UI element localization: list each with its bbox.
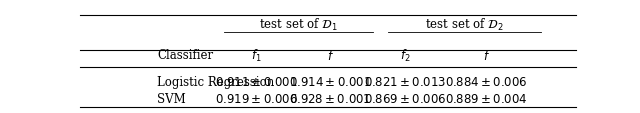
Text: SVM: SVM: [157, 92, 186, 105]
Text: $0.884 \pm 0.006$: $0.884 \pm 0.006$: [445, 75, 528, 88]
Text: test set of $\mathcal{D}_2$: test set of $\mathcal{D}_2$: [425, 17, 504, 33]
Text: $f_1$: $f_1$: [251, 47, 261, 63]
Text: $0.928 \pm 0.001$: $0.928 \pm 0.001$: [289, 92, 372, 105]
Text: $0.821 \pm 0.013$: $0.821 \pm 0.013$: [364, 75, 446, 88]
Text: $0.911 \pm 0.001$: $0.911 \pm 0.001$: [215, 75, 298, 88]
Text: $0.914 \pm 0.001$: $0.914 \pm 0.001$: [289, 75, 372, 88]
Text: test set of $\mathcal{D}_1$: test set of $\mathcal{D}_1$: [259, 17, 338, 33]
Text: $0.889 \pm 0.004$: $0.889 \pm 0.004$: [445, 92, 528, 105]
Text: $f$: $f$: [483, 48, 490, 62]
Text: Classifier: Classifier: [157, 49, 213, 62]
Text: $0.869 \pm 0.006$: $0.869 \pm 0.006$: [364, 92, 446, 105]
Text: Logistic Regression: Logistic Regression: [157, 75, 274, 88]
Text: $f_2$: $f_2$: [399, 47, 410, 63]
Text: $f$: $f$: [326, 48, 334, 62]
Text: $0.919 \pm 0.006$: $0.919 \pm 0.006$: [214, 92, 298, 105]
